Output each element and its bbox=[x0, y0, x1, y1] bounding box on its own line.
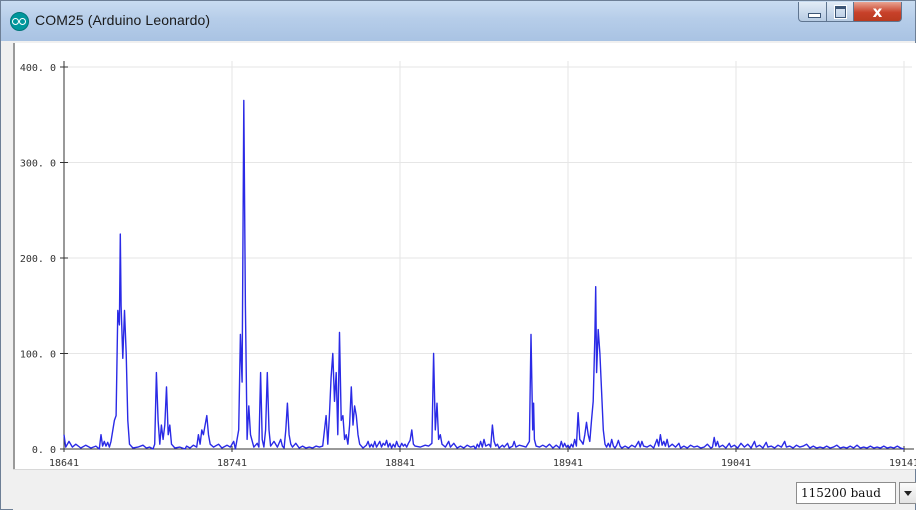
minimize-button[interactable] bbox=[798, 2, 827, 22]
x-axis-tick-label: 19041 bbox=[721, 458, 751, 469]
minimize-icon bbox=[808, 13, 821, 18]
close-button[interactable]: x bbox=[854, 2, 902, 22]
maximize-icon bbox=[834, 5, 847, 19]
data-series-line bbox=[63, 99, 905, 450]
serial-plot-chart: 0. 0 100. 0 200. 0 300. 0 400. 0 18641 18741 18… bbox=[20, 61, 916, 469]
y-axis-tick-label: 400. 0 bbox=[20, 63, 56, 74]
plot-area: 0. 0 100. 0 200. 0 300. 0 400. 0 18641 18741 18… bbox=[13, 43, 916, 469]
y-axis-tick-label: 200. 0 bbox=[20, 254, 56, 265]
y-axis-tick-label: 0. 0 bbox=[32, 445, 56, 456]
baud-rate-dropdown-button[interactable] bbox=[899, 482, 916, 504]
window-title: COM25 (Arduino Leonardo) bbox=[35, 12, 211, 28]
bottom-toolbar: 115200 baud bbox=[13, 469, 916, 510]
chevron-down-icon bbox=[904, 491, 912, 496]
x-axis-tick-label: 18941 bbox=[553, 458, 583, 469]
x-axis-tick-label: 18641 bbox=[49, 458, 79, 469]
close-icon: x bbox=[872, 3, 883, 21]
x-axis-tick-label: 18841 bbox=[385, 458, 415, 469]
arduino-icon bbox=[10, 12, 29, 31]
y-axis-tick-label: 100. 0 bbox=[20, 350, 56, 361]
x-axis-tick-label: 18741 bbox=[217, 458, 247, 469]
maximize-button[interactable] bbox=[827, 2, 854, 22]
title-bar[interactable]: COM25 (Arduino Leonardo) x bbox=[1, 1, 915, 41]
y-axis-tick-label: 300. 0 bbox=[20, 159, 56, 170]
baud-rate-select[interactable]: 115200 baud bbox=[796, 482, 896, 504]
